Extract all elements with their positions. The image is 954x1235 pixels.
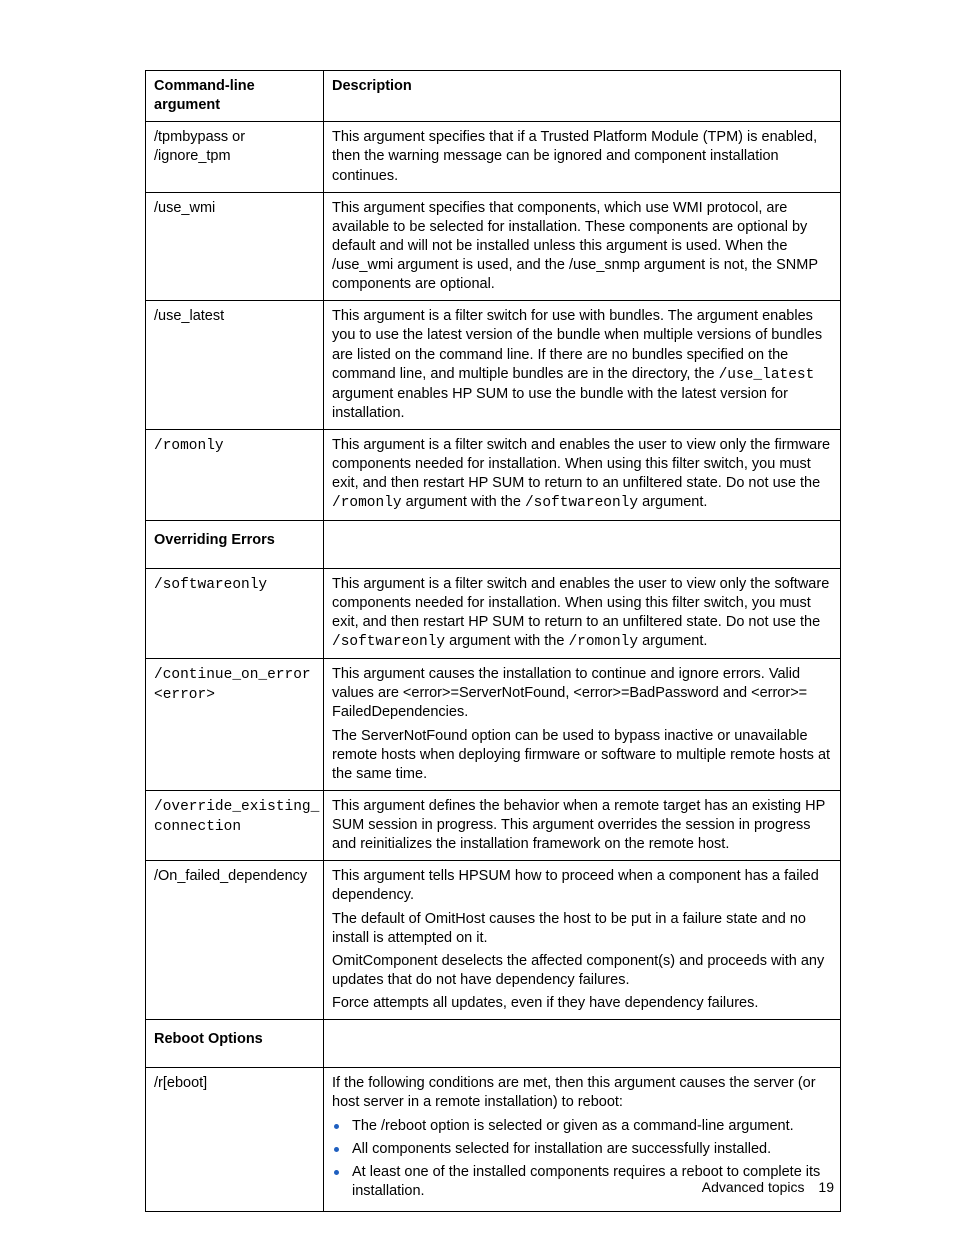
argument-cell: /romonly	[146, 430, 324, 521]
table-row: /continue_on_error <error>This argument …	[146, 659, 841, 791]
table-row: /tpmbypass or /ignore_tpmThis argument s…	[146, 122, 841, 192]
description-cell: This argument is a filter switch for use…	[324, 301, 841, 430]
table-row: /softwareonlyThis argument is a filter s…	[146, 568, 841, 659]
page: Command-line argument Description /tpmby…	[0, 0, 954, 1235]
description-cell: This argument specifies that components,…	[324, 192, 841, 301]
table-row: /On_failed_dependencyThis argument tells…	[146, 861, 841, 1020]
argument-cell: /continue_on_error <error>	[146, 659, 324, 791]
argument-cell: /tpmbypass or /ignore_tpm	[146, 122, 324, 192]
table-row: /override_existing_connectionThis argume…	[146, 790, 841, 860]
description-cell: This argument is a filter switch and ena…	[324, 568, 841, 659]
description-cell: This argument specifies that if a Truste…	[324, 122, 841, 192]
arguments-table: Command-line argument Description /tpmby…	[145, 70, 841, 1212]
table-row: /use_latestThis argument is a filter swi…	[146, 301, 841, 430]
table-row: /use_wmiThis argument specifies that com…	[146, 192, 841, 301]
description-cell: This argument causes the installation to…	[324, 659, 841, 791]
page-footer: Advanced topics 19	[702, 1179, 834, 1195]
argument-cell: /use_wmi	[146, 192, 324, 301]
footer-page-number: 19	[818, 1179, 834, 1195]
table-header-row: Command-line argument Description	[146, 71, 841, 122]
table-section-row: Overriding Errors	[146, 520, 841, 568]
header-description: Description	[324, 71, 841, 122]
argument-cell: /On_failed_dependency	[146, 861, 324, 1020]
argument-cell: /override_existing_connection	[146, 790, 324, 860]
description-cell: This argument tells HPSUM how to proceed…	[324, 861, 841, 1020]
argument-cell: /use_latest	[146, 301, 324, 430]
table-section-row: Reboot Options	[146, 1020, 841, 1068]
argument-cell: Overriding Errors	[146, 520, 324, 568]
header-argument: Command-line argument	[146, 71, 324, 122]
argument-cell: Reboot Options	[146, 1020, 324, 1068]
table-container: Command-line argument Description /tpmby…	[145, 70, 840, 1212]
table-row: /romonlyThis argument is a filter switch…	[146, 430, 841, 521]
argument-cell: /r[eboot]	[146, 1068, 324, 1212]
argument-cell: /softwareonly	[146, 568, 324, 659]
footer-label: Advanced topics	[702, 1179, 805, 1195]
description-cell	[324, 1020, 841, 1068]
description-cell: This argument defines the behavior when …	[324, 790, 841, 860]
description-cell: This argument is a filter switch and ena…	[324, 430, 841, 521]
description-cell	[324, 520, 841, 568]
